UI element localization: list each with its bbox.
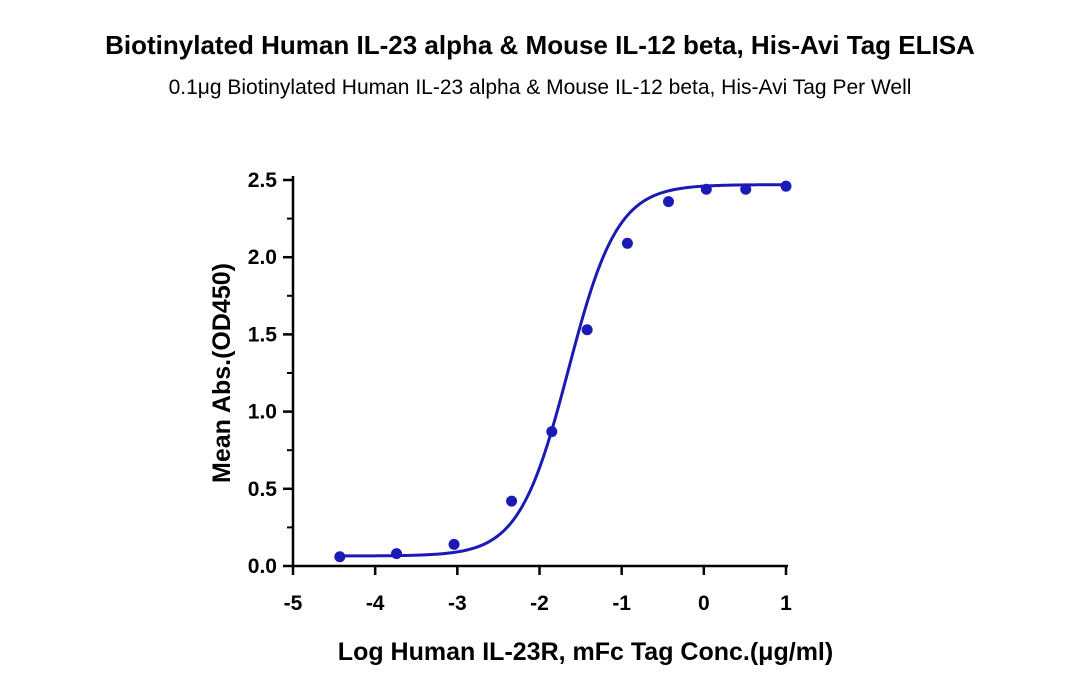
data-point bbox=[581, 324, 593, 336]
fit-curve bbox=[339, 183, 786, 558]
x-axis-title: Log Human IL-23R, mFc Tag Conc.(μg/ml) bbox=[338, 638, 833, 666]
y-tick-label: 2.5 bbox=[248, 169, 278, 192]
x-tick-label: -5 bbox=[284, 592, 303, 615]
fit-curve-layer bbox=[339, 183, 786, 558]
data-point bbox=[448, 538, 460, 550]
y-axis-title: Mean Abs.(OD450) bbox=[208, 263, 236, 483]
data-point bbox=[663, 196, 675, 208]
data-point bbox=[700, 183, 712, 195]
y-tick-label: 0.0 bbox=[248, 555, 277, 578]
x-tick-label: -1 bbox=[612, 592, 631, 615]
data-point bbox=[391, 548, 403, 560]
x-tick-label: 0 bbox=[698, 592, 710, 615]
data-point bbox=[740, 183, 752, 195]
y-tick-label: 1.0 bbox=[248, 401, 277, 424]
chart-subtitle: 0.1μg Biotinylated Human IL-23 alpha & M… bbox=[168, 76, 912, 99]
x-tick-label: -3 bbox=[448, 592, 467, 615]
data-point bbox=[621, 237, 633, 249]
data-point bbox=[546, 426, 558, 438]
y-tick-label: 2.0 bbox=[248, 246, 277, 269]
data-point bbox=[780, 180, 792, 192]
x-tick-label: -4 bbox=[366, 592, 385, 615]
x-tick-label: 1 bbox=[780, 592, 792, 615]
chart-title: Biotinylated Human IL-23 alpha & Mouse I… bbox=[105, 30, 975, 60]
y-tick-label: 1.5 bbox=[248, 323, 278, 346]
y-tick-label: 0.5 bbox=[248, 478, 278, 501]
data-point bbox=[506, 495, 518, 507]
axes: -5 -4 -3 -2 -1 0 1 0.0 0.5 1.0 1.5 2.0 2.5 bbox=[248, 169, 792, 615]
x-tick-label: -2 bbox=[530, 592, 549, 615]
data-point bbox=[334, 551, 346, 563]
data-points-layer bbox=[334, 180, 792, 563]
